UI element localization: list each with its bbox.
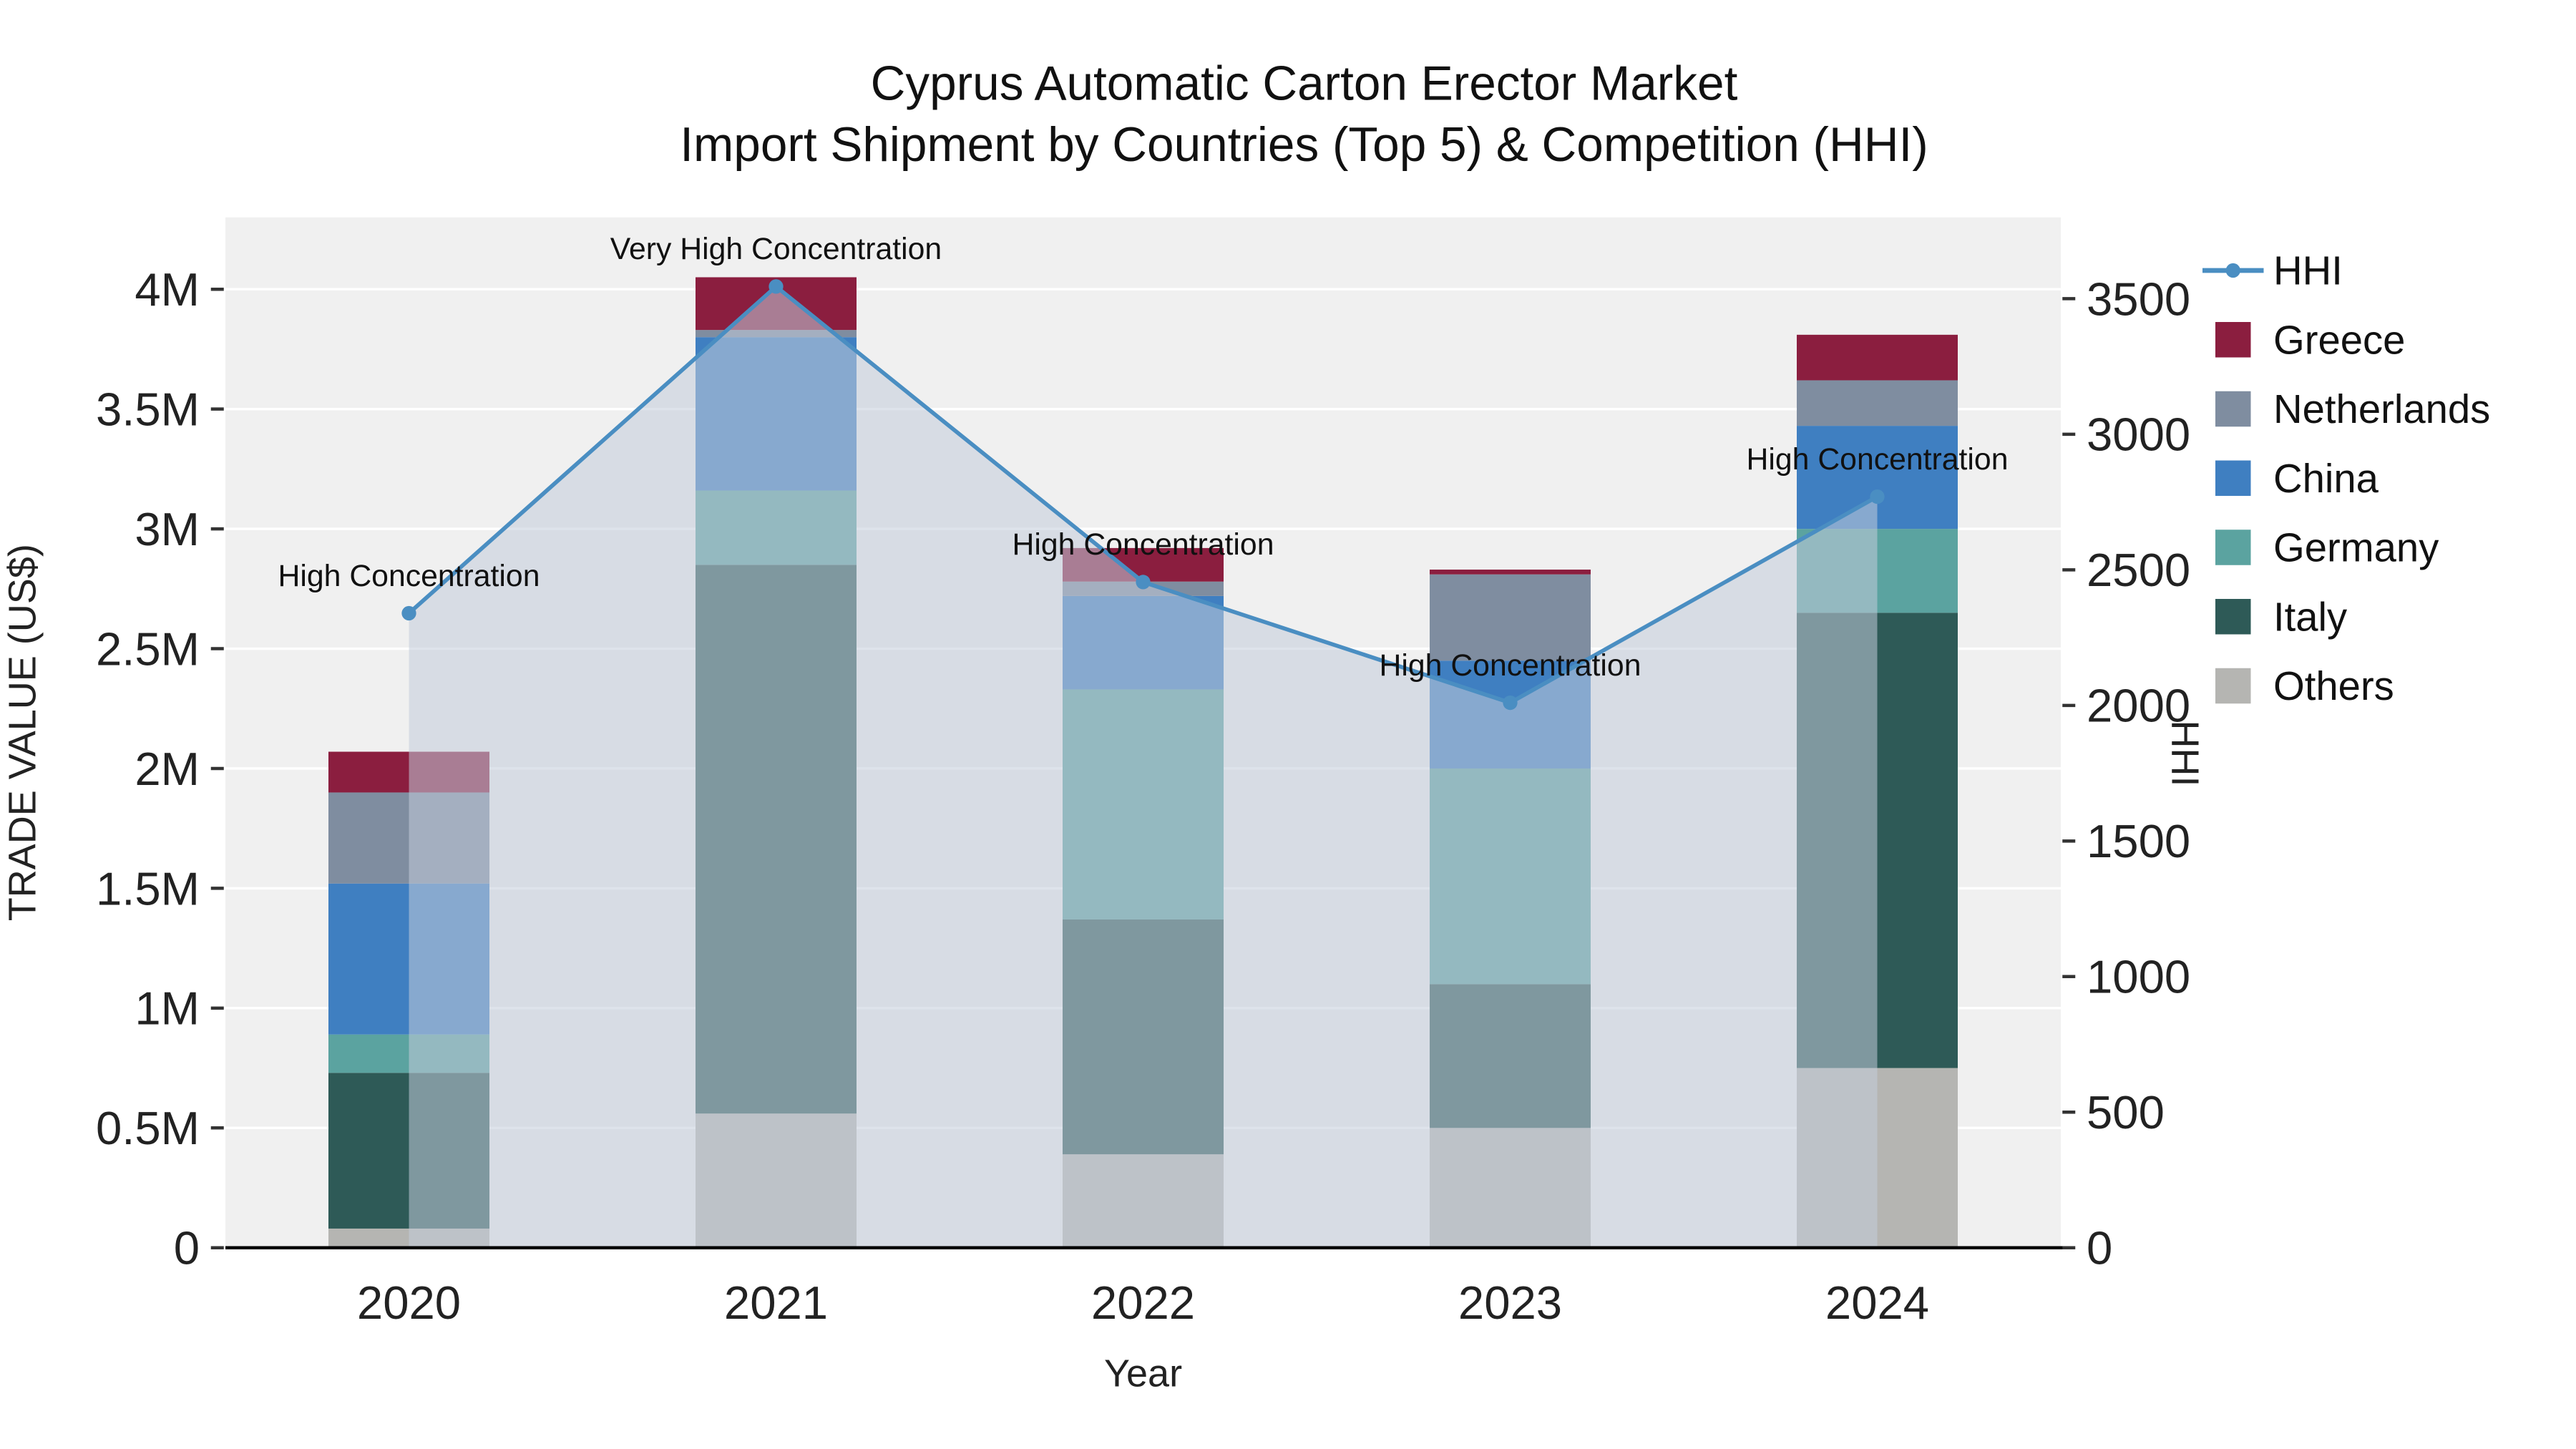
legend-item-italy[interactable]: Italy	[2215, 594, 2348, 639]
x-axis-title: Year	[1104, 1352, 1182, 1395]
legend-label: Netherlands	[2273, 386, 2490, 431]
y-right-tick-label: 3000	[2087, 409, 2190, 461]
legend-line-marker	[2225, 263, 2240, 278]
legend-item-netherlands[interactable]: Netherlands	[2215, 386, 2490, 431]
bar-segment-netherlands-2023	[1430, 574, 1591, 661]
legend: HHI Greece Netherlands China Germany Italy Oth…	[2202, 248, 2490, 708]
legend-item-germany[interactable]: Germany	[2215, 525, 2439, 570]
x-tick-label-2023: 2023	[1458, 1277, 1562, 1329]
y-left-tick-label: 3M	[135, 503, 200, 555]
legend-label: Others	[2273, 663, 2394, 708]
annotation-2021: Very High Concentration	[610, 232, 942, 266]
annotation-2022: High Concentration	[1013, 527, 1274, 562]
bar-segment-netherlands-2024	[1797, 380, 1958, 426]
y-right-tick-label: 1000	[2087, 951, 2190, 1003]
legend-item-hhi[interactable]: HHI	[2202, 248, 2343, 293]
annotation-2023: High Concentration	[1380, 648, 1641, 683]
y-left-tick-label: 0	[174, 1222, 200, 1274]
legend-color-swatch	[2215, 668, 2251, 704]
y-right-tick-label: 1500	[2087, 815, 2190, 867]
legend-color-swatch	[2215, 530, 2251, 565]
annotations-group: High Concentration Very High Concentratio…	[278, 232, 2009, 683]
legend-item-others[interactable]: Others	[2215, 663, 2394, 708]
legend-label: China	[2273, 456, 2379, 501]
y-right-tick-label: 3500	[2087, 273, 2190, 325]
legend-label: HHI	[2273, 248, 2343, 293]
legend-item-china[interactable]: China	[2215, 456, 2379, 501]
annotation-2024: High Concentration	[1747, 442, 2009, 477]
hhi-marker-2020	[401, 605, 416, 621]
legend-color-swatch	[2215, 599, 2251, 635]
bar-segment-greece-2023	[1430, 570, 1591, 575]
y-right-tick-label: 0	[2087, 1222, 2112, 1274]
x-tick-label-2024: 2024	[1825, 1277, 1929, 1329]
hhi-marker-2024	[1870, 489, 1885, 504]
y-axis-title-left: TRADE VALUE (US$)	[1, 544, 44, 921]
legend-color-swatch	[2215, 322, 2251, 358]
legend-color-swatch	[2215, 460, 2251, 496]
y-left-tick-label: 1.5M	[96, 862, 200, 914]
y-left-tick-label: 0.5M	[96, 1102, 200, 1154]
annotation-2020: High Concentration	[278, 559, 540, 593]
y-right-tick-label: 500	[2087, 1086, 2165, 1138]
y-left-tick-label: 2.5M	[96, 623, 200, 675]
hhi-marker-2023	[1503, 695, 1518, 711]
y-right-tick-label: 2500	[2087, 544, 2190, 596]
x-tick-label-2020: 2020	[357, 1277, 461, 1329]
hhi-marker-2022	[1136, 575, 1151, 590]
hhi-area	[409, 286, 1878, 1248]
chart-title-line1: Cyprus Automatic Carton Erector Market	[871, 57, 1738, 111]
y-left-tick-label: 4M	[135, 263, 200, 316]
legend-item-greece[interactable]: Greece	[2215, 317, 2405, 362]
legend-label: Greece	[2273, 317, 2405, 362]
bar-segment-greece-2024	[1797, 334, 1958, 381]
y-left-tick-label: 3.5M	[96, 383, 200, 435]
y-axis-left-ticks: 0 0.5M 1M 1.5M 2M 2.5M 3M 3.5M 4M	[96, 263, 224, 1274]
legend-label: Germany	[2273, 525, 2439, 570]
legend-color-swatch	[2215, 391, 2251, 427]
y-left-tick-label: 1M	[135, 982, 200, 1035]
y-axis-right-ticks: 0 500 1000 1500 2000 2500 3000 3500	[2062, 273, 2190, 1274]
x-tick-label-2021: 2021	[724, 1277, 828, 1329]
hhi-marker-2021	[769, 279, 784, 294]
y-right-tick-label: 2000	[2087, 680, 2190, 732]
hhi-overlay-group	[401, 279, 1885, 1248]
x-axis-ticks: 2020 2021 2022 2023 2024	[357, 1277, 1929, 1329]
x-tick-label-2022: 2022	[1091, 1277, 1195, 1329]
chart-title-line2: Import Shipment by Countries (Top 5) & C…	[680, 118, 1928, 172]
y-left-tick-label: 2M	[135, 743, 200, 795]
y-axis-title-right: HHI	[2163, 721, 2206, 787]
legend-label: Italy	[2273, 594, 2348, 639]
